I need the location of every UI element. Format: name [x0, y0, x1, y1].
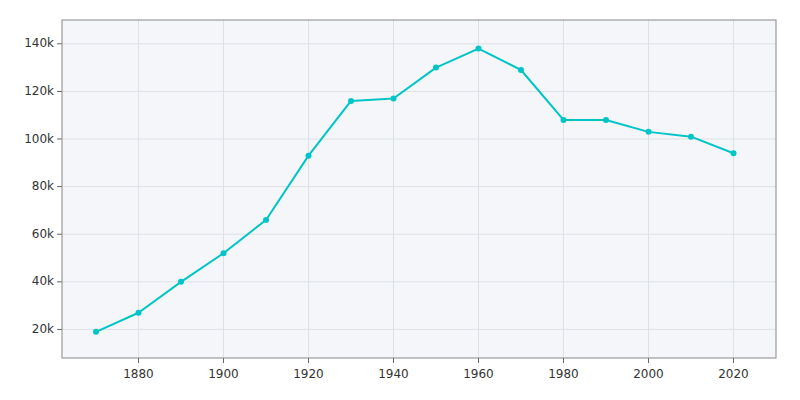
point — [178, 279, 184, 285]
grid-line — [62, 329, 776, 330]
point — [603, 117, 609, 123]
point — [136, 310, 142, 316]
tick-mark — [138, 358, 139, 363]
line — [96, 49, 734, 332]
tick-mark — [57, 329, 62, 330]
grid-line — [308, 20, 309, 358]
tick-label: 2020 — [718, 367, 749, 381]
point — [391, 96, 397, 102]
tick-mark — [223, 358, 224, 363]
grid-line — [62, 43, 776, 44]
point — [93, 329, 99, 335]
grid-line — [223, 20, 224, 358]
tick-mark — [308, 358, 309, 363]
grid-line — [62, 281, 776, 282]
tick-label: 120k — [24, 84, 54, 98]
point — [433, 65, 439, 71]
tick-mark — [57, 186, 62, 187]
grid — [62, 20, 776, 358]
grid-line — [648, 20, 649, 358]
tick-mark — [57, 139, 62, 140]
point — [348, 98, 354, 104]
grid-line — [62, 234, 776, 235]
tick-label: 2000 — [633, 367, 664, 381]
tick-label: 1920 — [293, 367, 324, 381]
tick-label: 60k — [32, 227, 54, 241]
point — [476, 46, 482, 52]
grid-line — [563, 20, 564, 358]
point — [561, 117, 567, 123]
grid-line — [733, 20, 734, 358]
chart: 20k 40k 60k 80k 100k 120k 140k 1880 1900 1920 1940… — [0, 0, 800, 400]
plot-area — [62, 20, 776, 358]
tick-mark — [57, 91, 62, 92]
tick-mark — [393, 358, 394, 363]
tick-label: 1900 — [208, 367, 239, 381]
grid-line — [62, 186, 776, 187]
grid-line — [138, 20, 139, 358]
grid-line — [62, 139, 776, 140]
tick-mark — [57, 234, 62, 235]
point — [688, 134, 694, 140]
tick-label: 20k — [32, 322, 54, 336]
tick-mark — [57, 43, 62, 44]
tick-label: 80k — [32, 179, 54, 193]
grid-line — [478, 20, 479, 358]
point — [646, 129, 652, 135]
tick-label: 100k — [24, 132, 54, 146]
tick-mark — [478, 358, 479, 363]
tick-label: 1940 — [378, 367, 409, 381]
point — [731, 150, 737, 156]
tick-mark — [648, 358, 649, 363]
point — [263, 217, 269, 223]
series — [93, 46, 737, 335]
tick-mark — [733, 358, 734, 363]
point — [306, 153, 312, 159]
tick-label: 40k — [32, 274, 54, 288]
tick-mark — [563, 358, 564, 363]
point — [221, 250, 227, 256]
plot-frame — [62, 20, 776, 358]
tick-mark — [57, 281, 62, 282]
tick-label: 1960 — [463, 367, 494, 381]
grid-line — [62, 91, 776, 92]
tick-label: 140k — [24, 36, 54, 50]
point — [518, 67, 524, 73]
tick-label: 1980 — [548, 367, 579, 381]
grid-line — [393, 20, 394, 358]
axes: 20k 40k 60k 80k 100k 120k 140k 1880 1900 1920 1940… — [24, 20, 776, 381]
tick-label: 1880 — [123, 367, 154, 381]
